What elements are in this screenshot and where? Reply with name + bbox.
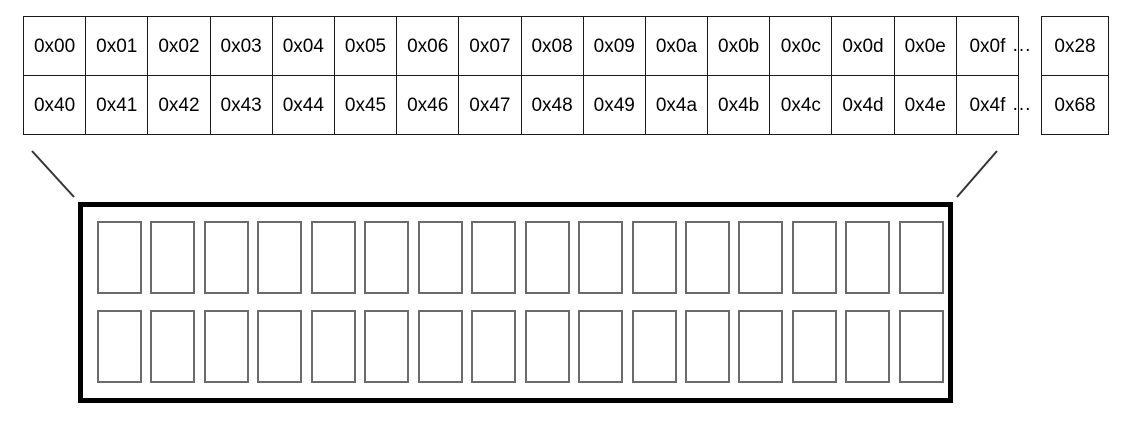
cache-slot — [524, 221, 570, 294]
address-cell: 0x0f — [955, 16, 1020, 76]
slot-row-0 — [97, 221, 944, 294]
address-table-last: 0x28 0x68 — [1041, 16, 1109, 135]
address-cell: 0x4a — [644, 75, 709, 135]
table-row: 0x68 — [1041, 75, 1109, 135]
cache-slot — [203, 221, 249, 294]
address-cell: 0x41 — [85, 75, 149, 135]
cache-slot — [257, 310, 303, 383]
address-cell: 0x44 — [271, 75, 335, 135]
address-cell: 0x00 — [22, 16, 87, 76]
address-cell: 0x0b — [707, 16, 771, 76]
cache-slot — [684, 221, 730, 294]
address-cell: 0x06 — [396, 16, 460, 76]
cache-slot — [257, 221, 303, 294]
address-cell: 0x4b — [707, 75, 771, 135]
ellipsis-row-0: ... — [1012, 34, 1032, 56]
address-cell: 0x49 — [582, 75, 646, 135]
address-cell: 0x05 — [333, 16, 398, 76]
cache-slot — [738, 310, 784, 383]
cache-slot — [203, 310, 249, 383]
address-cell: 0x04 — [271, 16, 335, 76]
cache-slot — [524, 310, 570, 383]
address-cell: 0x07 — [458, 16, 522, 76]
cache-line-box — [78, 202, 953, 403]
table-row: 0x40 0x41 0x42 0x43 0x44 0x45 0x46 0x47 … — [22, 75, 1020, 135]
address-cell: 0x0c — [769, 16, 833, 76]
connector-right-line — [956, 150, 998, 198]
address-cell: 0x4f — [955, 75, 1020, 135]
cache-slot — [471, 310, 517, 383]
cache-slot — [845, 221, 891, 294]
address-cell-last-row-0: 0x28 — [1041, 16, 1109, 76]
address-cell: 0x0e — [893, 16, 957, 76]
address-cell: 0x0d — [831, 16, 895, 76]
cache-slot — [898, 310, 944, 383]
cache-slot — [97, 221, 142, 294]
address-cell: 0x4e — [893, 75, 957, 135]
table-row: 0x00 0x01 0x02 0x03 0x04 0x05 0x06 0x07 … — [22, 16, 1020, 76]
slot-grid — [97, 221, 944, 383]
address-cell: 0x08 — [520, 16, 584, 76]
cache-slot — [791, 310, 837, 383]
cache-slot — [310, 310, 356, 383]
address-ellipsis-column: ... ... — [1004, 16, 1040, 134]
address-cell: 0x03 — [209, 16, 273, 76]
cache-slot — [578, 221, 624, 294]
address-cell: 0x4c — [769, 75, 833, 135]
cache-slot — [364, 221, 410, 294]
cache-slot — [631, 310, 677, 383]
cache-slot — [578, 310, 624, 383]
cache-slot — [364, 310, 410, 383]
address-cell: 0x09 — [582, 16, 646, 76]
cache-slot — [898, 221, 944, 294]
cache-slot — [471, 221, 517, 294]
cache-slot — [631, 221, 677, 294]
address-cell: 0x0a — [644, 16, 709, 76]
address-cell: 0x48 — [520, 75, 584, 135]
cache-slot — [684, 310, 730, 383]
slot-row-1 — [97, 310, 944, 383]
address-cell: 0x45 — [333, 75, 398, 135]
cache-slot — [150, 221, 196, 294]
address-cell: 0x01 — [85, 16, 149, 76]
address-cell: 0x47 — [458, 75, 522, 135]
address-cell: 0x43 — [209, 75, 273, 135]
address-cell: 0x02 — [147, 16, 211, 76]
cache-slot — [417, 221, 463, 294]
connector-left-line — [31, 150, 75, 198]
address-table: 0x00 0x01 0x02 0x03 0x04 0x05 0x06 0x07 … — [22, 16, 1020, 135]
address-cell: 0x46 — [396, 75, 460, 135]
cache-slot — [791, 221, 837, 294]
cache-slot — [150, 310, 196, 383]
cache-slot — [310, 221, 356, 294]
address-cell: 0x4d — [831, 75, 895, 135]
cache-slot — [738, 221, 784, 294]
table-row: 0x28 — [1041, 16, 1109, 76]
cache-slot — [417, 310, 463, 383]
address-cell: 0x40 — [22, 75, 87, 135]
ellipsis-row-1: ... — [1012, 93, 1032, 115]
cache-slot — [845, 310, 891, 383]
address-cell: 0x42 — [147, 75, 211, 135]
cache-slot — [97, 310, 142, 383]
address-cell-last-row-1: 0x68 — [1041, 75, 1109, 135]
